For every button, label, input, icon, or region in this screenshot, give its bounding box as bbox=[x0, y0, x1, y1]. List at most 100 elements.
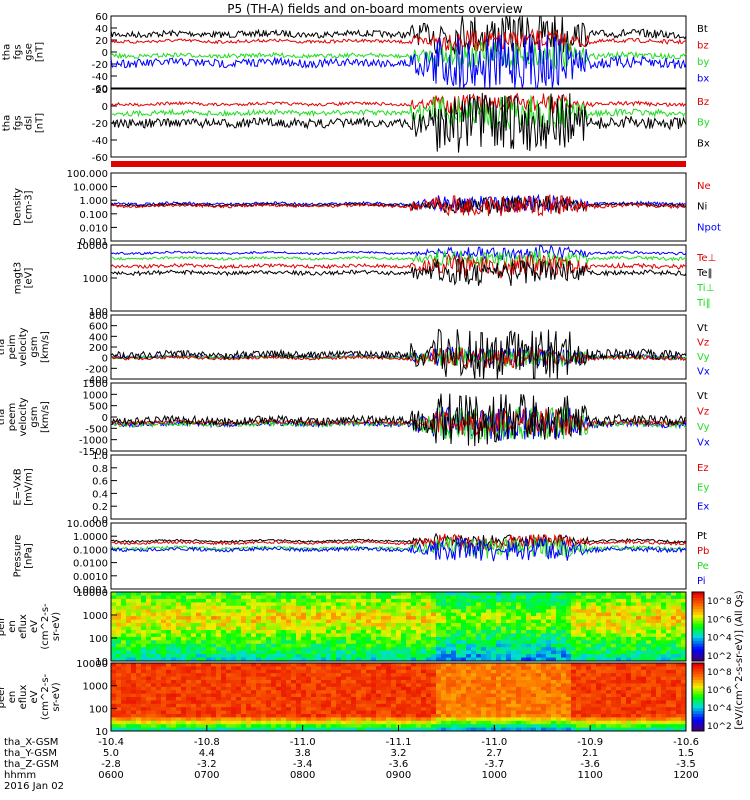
y-axis-label-line: Pressure bbox=[13, 535, 24, 578]
y-axis-label-line: peem bbox=[7, 403, 18, 431]
y-axis-label-line: gse bbox=[24, 43, 35, 61]
y-axis-label: E=-VxB [mV/m] bbox=[13, 468, 35, 506]
bottom-row-value: 3.8 bbox=[295, 748, 311, 759]
bottom-row-value: -3.7 bbox=[485, 759, 505, 770]
colorbar-cell bbox=[692, 635, 704, 639]
y-tick-label: 0 bbox=[102, 102, 108, 113]
y-axis-label-line: sr-eV) bbox=[51, 682, 62, 711]
bottom-row-value: 5.0 bbox=[103, 748, 119, 759]
legend-Pi: Pi bbox=[697, 576, 706, 587]
series-pressure-black bbox=[110, 532, 687, 549]
panel-temperature: 10000 1000 100 magt3 [eV] Te⊥ Te‖ Ti⊥ Ti‖ bbox=[13, 241, 717, 318]
legend-Vy: Vy bbox=[697, 422, 710, 433]
panel-frame bbox=[110, 15, 687, 89]
bottom-row-value: 4.4 bbox=[199, 748, 215, 759]
colorbar-cell bbox=[692, 592, 704, 596]
bottom-row-value: -10.6 bbox=[673, 737, 699, 748]
y-tick-label: 1000 bbox=[83, 682, 108, 693]
y-tick-label: 1.0 bbox=[92, 451, 108, 462]
bottom-row-value: 1200 bbox=[673, 770, 698, 781]
colorbar-cell bbox=[692, 674, 704, 678]
y-tick-label: -20 bbox=[92, 119, 108, 130]
panel-ion-spectrogram: 10000 1000 100 10 thapeirenefluxeV(cm^2-s-sr… bbox=[0, 588, 687, 668]
y-tick-label: -40 bbox=[92, 72, 108, 83]
colorbar-cell bbox=[692, 646, 704, 650]
legend-Vz: Vz bbox=[697, 338, 709, 349]
colorbar-cell bbox=[692, 606, 704, 610]
y-axis-label-line: [nPa] bbox=[24, 543, 35, 569]
colorbar-cell bbox=[692, 609, 704, 613]
y-tick-label: 0.001 bbox=[79, 237, 108, 248]
y-axis-label-line: peer bbox=[0, 685, 7, 709]
y-axis-label-line: sr-eV) bbox=[51, 612, 62, 641]
y-axis-label-line: (cm^2-s- bbox=[40, 603, 51, 650]
series-temperature-black bbox=[110, 258, 687, 286]
bottom-row-value: -3.4 bbox=[293, 759, 313, 770]
bottom-row-label: hhmm bbox=[4, 770, 36, 781]
bottom-row-value: -11.0 bbox=[290, 737, 316, 748]
bottom-row-value: 0700 bbox=[194, 770, 219, 781]
y-tick-label: 1.000 bbox=[79, 196, 108, 207]
y-axis-label-line: fgs bbox=[13, 115, 24, 130]
series-pressure-red bbox=[110, 533, 687, 552]
y-axis-label-line: fgs bbox=[13, 44, 24, 59]
y-tick-label: -1000 bbox=[79, 436, 108, 447]
panel-frame bbox=[110, 454, 687, 520]
y-tick-label: 10000 bbox=[76, 241, 108, 252]
colorbar-tick: 10^8 bbox=[707, 597, 732, 607]
date-label: 2016 Jan 02 bbox=[4, 781, 64, 792]
y-axis-label-line: [eV] bbox=[24, 268, 35, 289]
legend-Te‖: Te‖ bbox=[696, 268, 713, 279]
y-tick-label: -400 bbox=[85, 375, 108, 386]
colorbar-cell bbox=[692, 620, 704, 625]
legend-Ey: Ey bbox=[697, 482, 709, 493]
colorbar-cell bbox=[692, 708, 704, 712]
bottom-row-value: -10.8 bbox=[194, 737, 220, 748]
panel-frame bbox=[110, 314, 687, 380]
colorbar-tick: 10^6 bbox=[707, 615, 732, 625]
colorbar-cell bbox=[692, 652, 704, 656]
y-tick-label: 0 bbox=[102, 48, 108, 59]
y-tick-label: 1500 bbox=[83, 379, 108, 390]
panel-frame bbox=[110, 522, 687, 590]
y-tick-label: 10 bbox=[95, 727, 108, 738]
y-axis-label-line: tha bbox=[0, 339, 7, 355]
colorbar-cell bbox=[692, 722, 704, 726]
y-axis-label: tha fgs dsl [nT] bbox=[2, 113, 46, 133]
y-tick-label: 600 bbox=[89, 322, 108, 333]
plot-title: P5 (TH-A) fields and on-board moments ov… bbox=[227, 2, 523, 16]
legend-Ex: Ex bbox=[697, 502, 709, 513]
series-fgs-gse-red bbox=[110, 28, 687, 53]
colorbar-cell bbox=[692, 716, 704, 721]
bottom-row-label: tha_X-GSM bbox=[4, 737, 58, 748]
colorbar-cell bbox=[692, 685, 704, 689]
colorbar-cell bbox=[692, 594, 704, 599]
legend-Bt: Bt bbox=[697, 24, 708, 35]
y-axis-label-line: gsm bbox=[29, 336, 40, 357]
y-tick-label: -500 bbox=[85, 424, 108, 435]
colorbar-cell bbox=[692, 725, 704, 729]
bottom-row-value: -3.5 bbox=[676, 759, 696, 770]
y-tick-label: 1000 bbox=[83, 611, 108, 622]
y-tick-label: 0.100 bbox=[79, 210, 108, 221]
y-tick-label: 100 bbox=[89, 634, 108, 645]
colorbar-tick: 10^4 bbox=[707, 634, 732, 644]
y-tick-label: 10 bbox=[95, 657, 108, 668]
y-tick-label: 0.1000 bbox=[73, 545, 108, 556]
colorbar-cell bbox=[692, 603, 704, 607]
legend-Vt: Vt bbox=[697, 391, 708, 402]
legend-Pe: Pe bbox=[697, 561, 709, 572]
y-tick-label: 0.4 bbox=[92, 489, 108, 500]
y-tick-label: 0.0100 bbox=[73, 559, 108, 570]
legend-Bz: Bz bbox=[697, 97, 709, 108]
y-tick-label: -60 bbox=[92, 153, 108, 164]
y-axis-label-line: eflux bbox=[18, 685, 29, 710]
y-axis-label-line: en bbox=[7, 691, 18, 704]
y-tick-label: 0.8 bbox=[92, 464, 108, 475]
colorbar-tick: 10^2 bbox=[707, 722, 732, 732]
y-tick-label: 0.0001 bbox=[73, 585, 108, 596]
colorbar-tick: 10^4 bbox=[707, 704, 732, 714]
colorbar-cell bbox=[692, 623, 704, 627]
